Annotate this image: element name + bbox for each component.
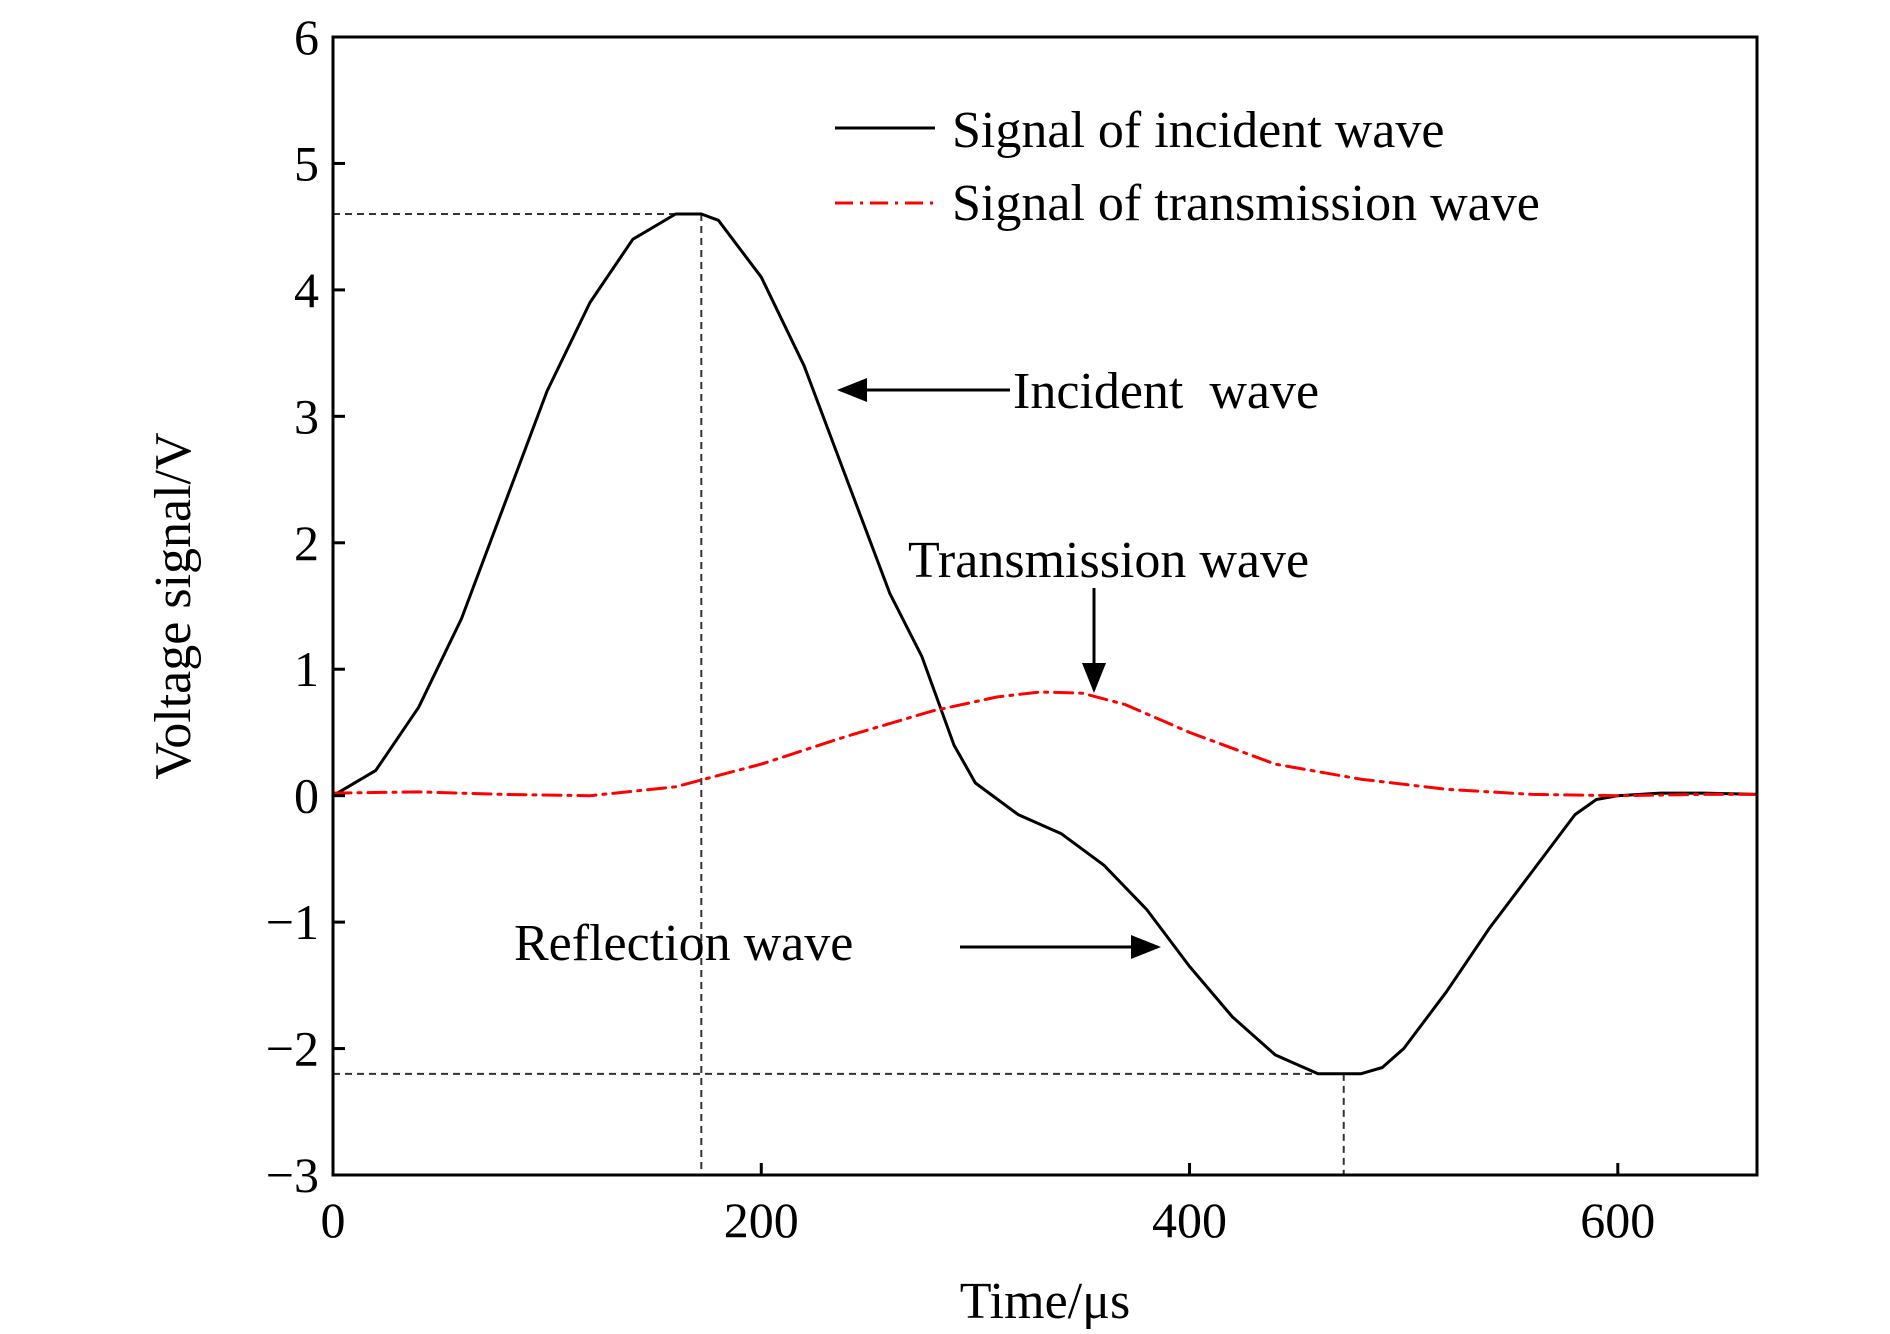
x-tick-label: 400 bbox=[1152, 1192, 1227, 1248]
transmission-wave-label: Transmission wave bbox=[908, 532, 1309, 589]
plot-series bbox=[331, 212, 1759, 1076]
y-tick-label: 5 bbox=[294, 135, 319, 191]
y-tick-label: −3 bbox=[266, 1147, 319, 1203]
x-axis-title: Time/μs bbox=[960, 1273, 1130, 1330]
x-tick-label: 200 bbox=[724, 1192, 799, 1248]
x-tick-label: 0 bbox=[321, 1192, 346, 1248]
x-tick-label: 600 bbox=[1580, 1192, 1655, 1248]
legend: Signal of incident wave Signal of transm… bbox=[835, 102, 1540, 232]
y-tick-label: 2 bbox=[294, 515, 319, 571]
legend-label-transmission: Signal of transmission wave bbox=[952, 175, 1540, 232]
series-line-transmission bbox=[331, 690, 1759, 798]
y-tick-label: −1 bbox=[266, 894, 319, 950]
y-tick-label: 1 bbox=[294, 641, 319, 697]
y-axis-title: Voltage signal/V bbox=[145, 432, 202, 779]
y-tick-label: 4 bbox=[294, 262, 319, 318]
y-tick-label: 6 bbox=[294, 9, 319, 65]
legend-label-incident: Signal of incident wave bbox=[952, 102, 1444, 159]
y-tick-label: −2 bbox=[266, 1021, 319, 1077]
reflection-wave-label: Reflection wave bbox=[514, 915, 853, 972]
axis-ticks: 0 200 400 600 6 5 4 3 2 1 0 −1 −2 −3 bbox=[266, 9, 1656, 1248]
reference-lines bbox=[333, 213, 1345, 1175]
series-line-incident bbox=[331, 212, 1759, 1076]
incident-wave-label: Incident wave bbox=[1013, 363, 1319, 420]
annotations: Incident wave Transmission wave Reflecti… bbox=[514, 363, 1319, 972]
plot-frame bbox=[331, 35, 1759, 1177]
y-tick-label: 0 bbox=[294, 768, 319, 824]
y-tick-label: 3 bbox=[294, 388, 319, 444]
